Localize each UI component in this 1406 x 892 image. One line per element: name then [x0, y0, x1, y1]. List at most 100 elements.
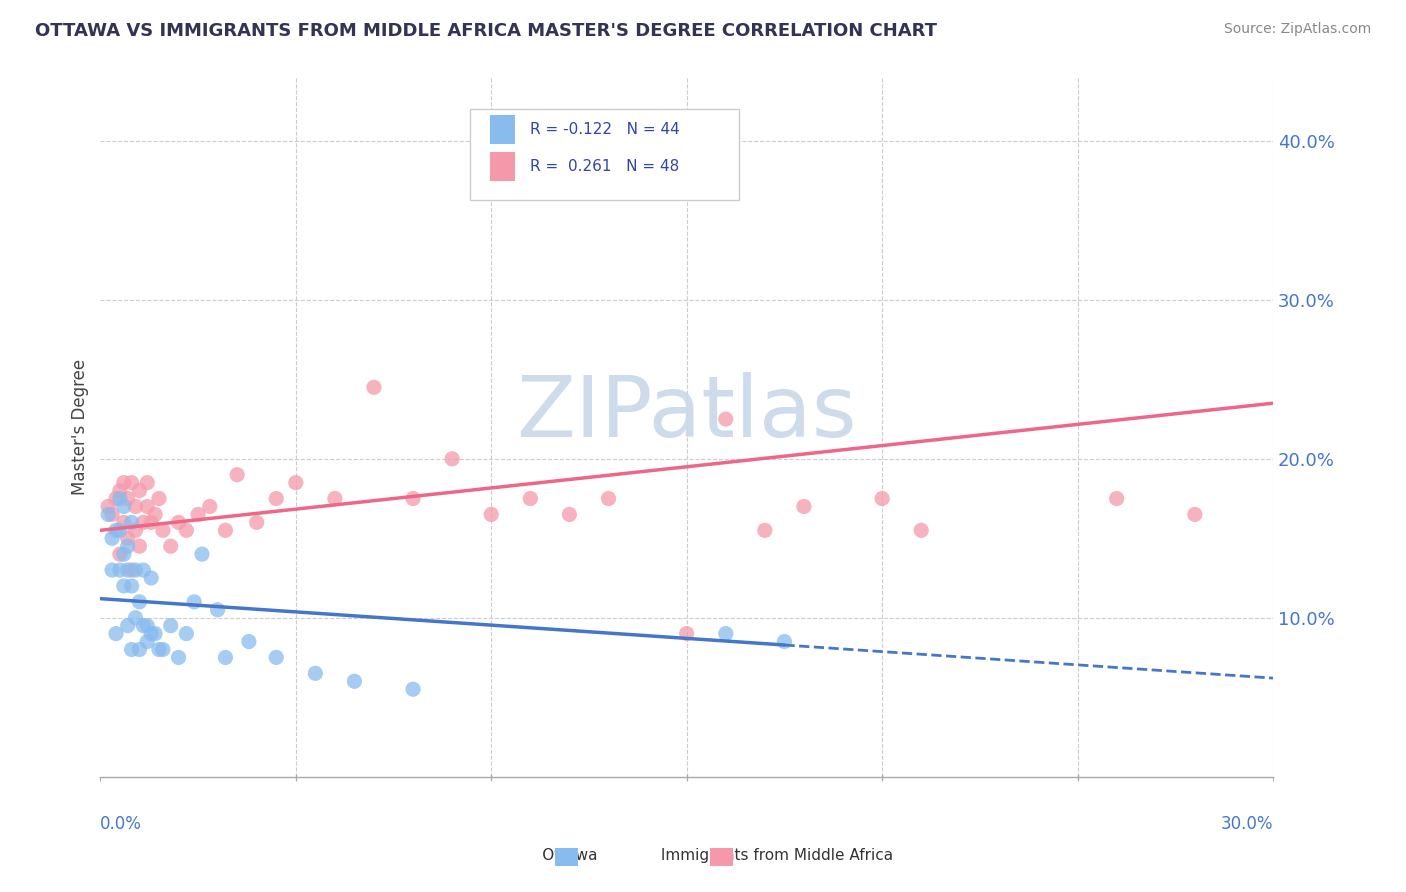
Point [136, 634, 159, 648]
Point [754, 524, 776, 538]
Point [143, 626, 166, 640]
Point [143, 508, 166, 522]
Point [128, 539, 150, 553]
Point [132, 516, 155, 530]
Text: OTTAWA VS IMMIGRANTS FROM MIDDLE AFRICA MASTER'S DEGREE CORRELATION CHART: OTTAWA VS IMMIGRANTS FROM MIDDLE AFRICA … [35, 22, 938, 40]
Point [910, 524, 932, 538]
Point [136, 500, 159, 514]
Point [176, 626, 198, 640]
Point [101, 563, 124, 577]
Point [214, 524, 236, 538]
Point [124, 500, 146, 514]
Point [117, 539, 139, 553]
Point [97, 500, 120, 514]
Point [558, 508, 581, 522]
Text: R = -0.122   N = 44: R = -0.122 N = 44 [530, 122, 679, 137]
Point [714, 626, 737, 640]
Point [108, 563, 131, 577]
Point [793, 500, 815, 514]
Point [675, 626, 697, 640]
Point [870, 491, 893, 506]
Point [112, 500, 135, 514]
Point [121, 579, 143, 593]
Point [402, 682, 425, 697]
Point [136, 475, 159, 490]
Point [141, 571, 163, 585]
Point [1105, 491, 1128, 506]
Point [112, 579, 135, 593]
Point [128, 483, 150, 498]
Point [128, 642, 150, 657]
Point [97, 508, 120, 522]
Point [121, 563, 143, 577]
Point [167, 516, 190, 530]
Point [136, 618, 159, 632]
Point [101, 508, 124, 522]
Point [226, 467, 249, 482]
Point [187, 508, 209, 522]
Point [402, 491, 425, 506]
Point [159, 539, 181, 553]
FancyBboxPatch shape [489, 115, 516, 145]
Point [198, 500, 221, 514]
Text: ZIPatlas: ZIPatlas [516, 372, 858, 455]
FancyBboxPatch shape [470, 109, 740, 200]
Point [101, 531, 124, 545]
Point [108, 547, 131, 561]
Point [152, 524, 174, 538]
Point [117, 618, 139, 632]
Point [112, 547, 135, 561]
Point [1184, 508, 1206, 522]
Point [112, 475, 135, 490]
Point [108, 483, 131, 498]
Point [104, 524, 127, 538]
Point [284, 475, 307, 490]
Point [132, 563, 155, 577]
Point [117, 491, 139, 506]
Point [207, 603, 229, 617]
Point [183, 595, 205, 609]
Point [264, 491, 287, 506]
Point [323, 491, 346, 506]
Point [191, 547, 214, 561]
Point [176, 524, 198, 538]
Point [112, 516, 135, 530]
Point [152, 642, 174, 657]
Point [148, 491, 170, 506]
Point [108, 491, 131, 506]
Point [773, 634, 796, 648]
Point [479, 508, 502, 522]
Point [238, 634, 260, 648]
Point [148, 642, 170, 657]
Point [124, 524, 146, 538]
Point [132, 618, 155, 632]
Y-axis label: Master's Degree: Master's Degree [72, 359, 89, 495]
Text: Source: ZipAtlas.com: Source: ZipAtlas.com [1223, 22, 1371, 37]
Point [264, 650, 287, 665]
Point [363, 380, 385, 394]
Point [121, 475, 143, 490]
Point [104, 491, 127, 506]
Point [159, 618, 181, 632]
Point [714, 412, 737, 426]
Text: 0.0%: 0.0% [100, 815, 142, 833]
Point [598, 491, 620, 506]
Point [246, 516, 269, 530]
Point [441, 451, 464, 466]
Point [519, 491, 541, 506]
Point [343, 674, 366, 689]
Text: Ottawa             Immigrants from Middle Africa: Ottawa Immigrants from Middle Africa [513, 848, 893, 863]
Point [124, 611, 146, 625]
Point [108, 524, 131, 538]
Point [141, 626, 163, 640]
Point [121, 642, 143, 657]
Point [117, 531, 139, 545]
Text: R =  0.261   N = 48: R = 0.261 N = 48 [530, 159, 679, 174]
Point [167, 650, 190, 665]
Point [124, 563, 146, 577]
Point [141, 516, 163, 530]
Point [304, 666, 326, 681]
Text: 30.0%: 30.0% [1220, 815, 1272, 833]
Point [128, 595, 150, 609]
Point [214, 650, 236, 665]
